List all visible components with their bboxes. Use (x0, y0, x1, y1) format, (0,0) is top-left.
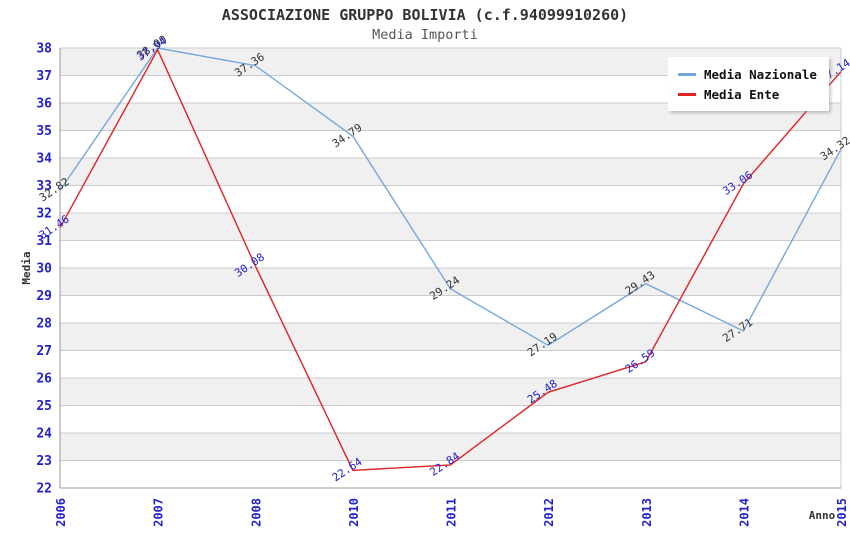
svg-text:35: 35 (36, 124, 52, 139)
svg-text:2013: 2013 (640, 498, 654, 527)
svg-text:24: 24 (36, 427, 52, 442)
svg-text:26: 26 (36, 372, 52, 387)
svg-text:2007: 2007 (152, 498, 166, 527)
svg-text:34: 34 (36, 152, 52, 167)
legend: Media Nazionale Media Ente (668, 57, 829, 111)
svg-text:2015: 2015 (835, 498, 849, 527)
svg-text:25: 25 (36, 399, 52, 414)
svg-text:31: 31 (36, 234, 52, 249)
svg-text:2006: 2006 (54, 498, 68, 527)
series-line (59, 48, 842, 472)
legend-item-media-ente: Media Ente (678, 84, 817, 104)
y-axis-title: Media (20, 251, 33, 284)
svg-text:2010: 2010 (347, 498, 361, 527)
svg-text:27: 27 (36, 344, 52, 359)
svg-text:32: 32 (36, 207, 52, 222)
svg-text:36: 36 (36, 97, 52, 112)
legend-label: Media Ente (704, 86, 780, 102)
svg-text:38: 38 (36, 42, 52, 57)
svg-text:37: 37 (36, 69, 52, 84)
svg-text:29: 29 (36, 289, 52, 304)
svg-text:23: 23 (36, 454, 52, 469)
svg-text:28: 28 (36, 317, 52, 332)
chart-title: ASSOCIAZIONE GRUPPO BOLIVIA (c.f.9409991… (221, 6, 629, 24)
chart-subtitle: Media Importi (372, 27, 478, 43)
svg-text:33: 33 (36, 179, 52, 194)
svg-text:2014: 2014 (737, 498, 751, 527)
svg-text:30: 30 (36, 262, 52, 277)
axes (59, 48, 841, 489)
x-tick-labels: 2006 2007 2008 2010 2011 2012 2013 2014 2015 (54, 498, 849, 527)
svg-text:2008: 2008 (249, 498, 263, 527)
svg-text:2011: 2011 (445, 498, 459, 527)
gridlines (60, 47, 842, 489)
media-ente-color-swatch (678, 92, 696, 96)
y-tick-labels: 22 23 24 25 26 27 28 29 30 31 32 33 34 35 36 37 38 (36, 42, 52, 497)
svg-text:22: 22 (36, 482, 52, 497)
series-line (59, 47, 842, 347)
legend-label: Media Nazionale (704, 66, 817, 82)
svg-text:2012: 2012 (542, 498, 556, 527)
media-nazionale-color-swatch (678, 72, 696, 76)
legend-item-media-nazionale: Media Nazionale (678, 64, 817, 84)
x-axis-title: Anno (809, 509, 836, 522)
